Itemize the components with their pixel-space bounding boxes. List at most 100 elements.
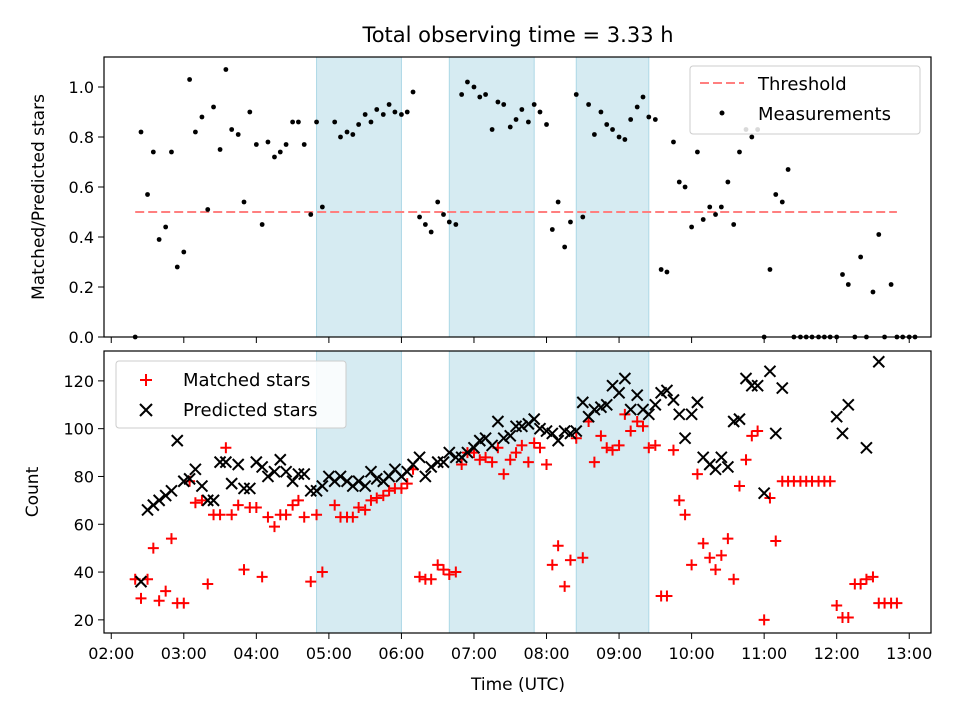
- measurement-point: [489, 127, 495, 132]
- legend-matched-swatch: [140, 374, 152, 386]
- matched-star-point: [746, 430, 758, 442]
- predicted-star-point: [630, 389, 644, 402]
- predicted-star-point: [292, 467, 305, 481]
- matched-star-point: [625, 425, 637, 437]
- predicted-star-point: [504, 429, 517, 443]
- measurement-point: [193, 129, 198, 135]
- matched-star-point: [855, 578, 867, 590]
- measurement-point: [399, 112, 404, 117]
- measurement-point: [374, 107, 380, 112]
- predicted-star-point: [437, 455, 450, 469]
- x-tick-label: 03:00: [161, 644, 207, 663]
- measurement-point: [507, 124, 513, 130]
- measurement-point: [700, 217, 706, 222]
- predicted-star-point: [497, 432, 510, 445]
- measurement-point: [138, 129, 144, 135]
- predicted-star-point: [691, 396, 704, 409]
- predicted-star-point: [237, 482, 251, 495]
- measurement-point: [591, 132, 597, 137]
- measurement-point: [380, 112, 386, 117]
- predicted-star-point: [316, 479, 329, 493]
- matched-star-point: [860, 573, 872, 585]
- bottom-y-axis: 20 40 60 80 100 120: [63, 372, 104, 630]
- predicted-star-point: [860, 441, 873, 454]
- top-y-axis-label: Matched/Predicted stars: [29, 94, 49, 300]
- measurement-point: [731, 222, 737, 227]
- predicted-star-point: [152, 494, 166, 507]
- matched-star-point: [450, 566, 462, 578]
- measurement-point: [531, 102, 537, 107]
- bottom-x-axis: 02:00 03:00 04:00 05:00 06:00 07:00 08:00 09:00…: [88, 633, 932, 663]
- predicted-star-point: [588, 403, 601, 416]
- predicted-star-point: [189, 463, 202, 476]
- matched-star-point: [432, 559, 444, 571]
- measurement-point: [725, 179, 731, 185]
- matched-star-point: [486, 456, 498, 468]
- predicted-star-point: [660, 384, 674, 397]
- measurement-point: [235, 132, 241, 137]
- measurement-point: [525, 119, 531, 125]
- matched-star-point: [268, 521, 280, 533]
- figure-title: Total observing time = 3.33 h: [361, 23, 673, 47]
- matched-star-point: [546, 559, 558, 571]
- predicted-star-point: [836, 427, 849, 440]
- matched-star-point: [371, 492, 383, 504]
- predicted-star-point: [207, 494, 220, 507]
- matched-star-point: [456, 459, 468, 471]
- matched-star-point: [667, 444, 679, 456]
- x-tick-label: 12:00: [814, 644, 860, 663]
- measurement-point: [422, 222, 428, 227]
- matched-star-point: [710, 564, 722, 576]
- matched-star-point: [649, 439, 661, 451]
- measurement-point: [562, 244, 568, 250]
- predicted-star-point: [769, 427, 782, 440]
- measurement-point: [205, 207, 211, 212]
- matched-star-point: [438, 564, 450, 576]
- matched-star-point: [516, 439, 528, 451]
- predicted-star-point: [776, 381, 789, 395]
- measurement-point: [211, 104, 216, 110]
- matched-star-point: [226, 509, 238, 521]
- bottom-shaded-intervals: [316, 350, 650, 634]
- measurement-point: [555, 199, 561, 205]
- matched-star-point: [443, 568, 455, 580]
- measurement-point: [773, 192, 779, 197]
- matched-star-point: [752, 425, 764, 437]
- matched-star-point: [733, 480, 745, 492]
- matched-star-point: [474, 454, 486, 466]
- predicted-star-point: [243, 482, 257, 495]
- measurement-point: [646, 114, 652, 120]
- x-axis-label: Time (UTC): [470, 675, 565, 695]
- predicted-star-point: [352, 475, 365, 488]
- measurement-point: [301, 142, 307, 147]
- matched-star-point: [631, 416, 643, 427]
- measurement-point: [682, 184, 688, 190]
- measurement-point: [247, 109, 253, 115]
- predicted-star-point: [612, 386, 626, 400]
- measurement-point: [338, 134, 343, 140]
- measurement-point: [664, 269, 670, 275]
- predicted-star-point: [449, 451, 463, 464]
- matched-star-point: [722, 533, 734, 545]
- measurement-point: [610, 127, 615, 132]
- measurement-point: [290, 119, 296, 125]
- measurement-point: [453, 222, 459, 227]
- matched-star-point: [292, 494, 304, 506]
- measurement-point: [368, 119, 374, 125]
- predicted-star-point: [715, 451, 728, 464]
- measurement-point: [537, 109, 543, 115]
- measurement-point: [174, 264, 180, 270]
- matched-star-point: [214, 509, 226, 521]
- measurement-point: [229, 127, 235, 132]
- matched-star-point: [160, 585, 172, 597]
- measurement-point: [283, 142, 289, 147]
- measurement-point: [319, 204, 325, 210]
- measurement-point: [217, 147, 223, 152]
- measurement-point: [713, 212, 718, 217]
- predicted-star-point: [551, 434, 565, 447]
- predicted-star-point: [201, 494, 214, 507]
- measurement-point: [676, 179, 682, 185]
- measurement-point: [495, 99, 501, 105]
- measurement-point: [344, 129, 350, 135]
- y-tick-label: 80: [74, 467, 94, 486]
